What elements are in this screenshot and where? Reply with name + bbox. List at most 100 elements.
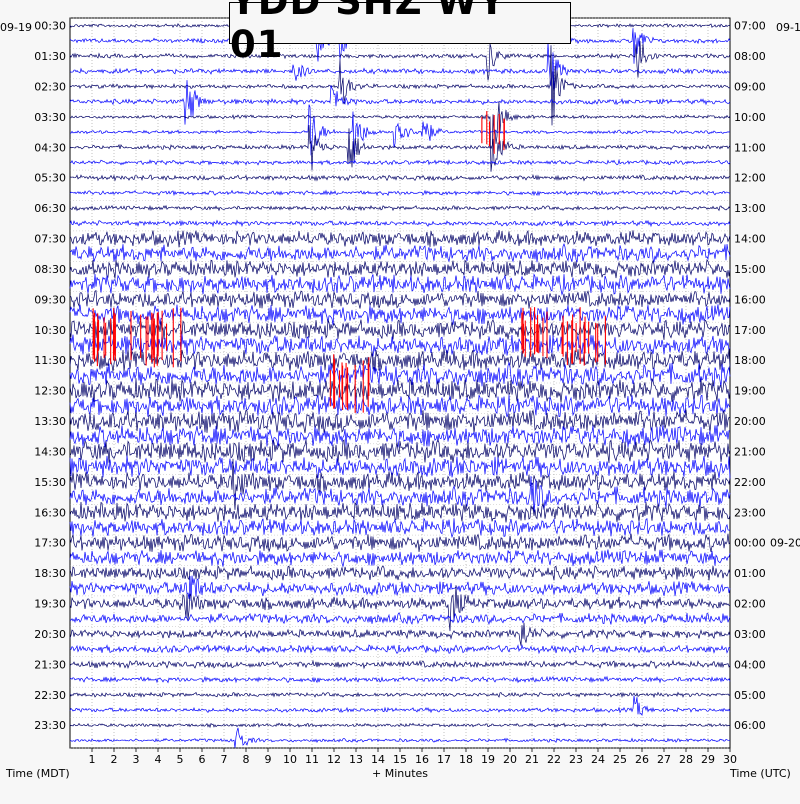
right-time-label: 09:00 — [734, 80, 766, 93]
right-time-label: 18:00 — [734, 354, 766, 367]
trace-row — [69, 304, 731, 326]
left-time-labels: 00:30 01:30 02:30 03:30 04:30 05:30 06:30 07:30… — [34, 20, 66, 733]
x-tick-labels: 1 2 3 4 5 6 7 8 9 10 11 12 13 14 15 16 17 18 19 20 21 22 23 24 2… — [89, 748, 737, 766]
x-tick-label: 6 — [199, 753, 206, 766]
left-time-label: 18:30 — [34, 567, 66, 580]
x-tick-label: 17 — [437, 753, 451, 766]
trace-row — [69, 273, 731, 296]
x-tick-label: 3 — [133, 753, 140, 766]
trace-row — [69, 695, 731, 717]
trace-row — [69, 622, 731, 646]
trace-row — [69, 348, 731, 372]
x-tick-label: 1 — [89, 753, 96, 766]
right-time-label: 10:00 — [734, 111, 766, 124]
x-tick-label: 24 — [591, 753, 605, 766]
trace-row — [69, 727, 731, 748]
left-time-label: 08:30 — [34, 263, 66, 276]
trace-row — [69, 258, 731, 279]
left-time-label: 05:30 — [34, 172, 66, 185]
trace-row — [69, 501, 731, 523]
right-time-label: 08:00 — [734, 50, 766, 63]
chart-title: YDD SHZ WY 01 — [229, 0, 571, 66]
trace-row — [69, 101, 731, 172]
x-tick-label: 7 — [221, 753, 228, 766]
right-time-label: 20:00 — [734, 415, 766, 428]
right-time-label: 03:00 — [734, 628, 766, 641]
x-tick-label: 15 — [393, 753, 407, 766]
trace-row — [69, 691, 731, 699]
clipped-segments — [92, 111, 606, 413]
x-axis-label: + Minutes — [372, 767, 428, 780]
trace-row — [69, 612, 731, 625]
x-tick-label: 20 — [503, 753, 517, 766]
left-time-label: 14:30 — [34, 445, 66, 458]
x-tick-label: 18 — [459, 753, 473, 766]
trace-row — [69, 318, 731, 340]
right-time-label: 11:00 — [734, 141, 766, 154]
x-tick-label: 13 — [349, 753, 363, 766]
right-time-label: 14:00 — [734, 233, 766, 246]
x-tick-label: 28 — [679, 753, 693, 766]
left-time-label: 04:30 — [34, 141, 66, 154]
right-time-label: 19:00 — [734, 385, 766, 398]
x-tick-label: 30 — [723, 753, 737, 766]
x-tick-label: 11 — [305, 753, 319, 766]
trace-row — [69, 361, 731, 389]
x-tick-label: 27 — [657, 753, 671, 766]
trace-row — [69, 458, 731, 510]
trace-row — [69, 517, 731, 539]
left-time-label: 02:30 — [34, 80, 66, 93]
trace-row — [70, 158, 731, 166]
trace-row — [69, 565, 731, 581]
right-time-labels: 07:00 08:00 09:00 10:00 11:00 12:00 13:00 14:00… — [734, 20, 800, 733]
trace-row — [69, 377, 731, 403]
x-tick-label: 4 — [155, 753, 162, 766]
left-time-label: 06:30 — [34, 202, 66, 215]
trace-row — [69, 455, 731, 479]
right-time-label: 12:00 — [734, 172, 766, 185]
trace-row — [69, 243, 731, 263]
left-time-label: 09:30 — [34, 293, 66, 306]
trace-row — [69, 476, 731, 513]
x-tick-label: 21 — [525, 753, 539, 766]
trace-row — [69, 675, 731, 684]
right-time-label: 21:00 — [734, 445, 766, 458]
trace-row — [69, 424, 731, 448]
right-date-label: 09-1 — [776, 21, 800, 34]
x-tick-label: 9 — [265, 753, 272, 766]
right-time-label: 07:00 — [734, 20, 766, 33]
trace-row — [69, 40, 731, 81]
trace-row — [69, 104, 731, 163]
x-tick-label: 2 — [111, 753, 118, 766]
right-time-label: 13:00 — [734, 202, 766, 215]
trace-row — [69, 394, 731, 418]
x-tick-label: 29 — [701, 753, 715, 766]
left-time-label: 15:30 — [34, 476, 66, 489]
trace-row — [69, 533, 731, 552]
trace-row — [69, 409, 731, 434]
left-time-label: 10:30 — [34, 324, 66, 337]
left-time-label: 00:30 — [34, 20, 66, 33]
right-time-label: 22:00 — [734, 476, 766, 489]
left-time-label: 19:30 — [34, 598, 66, 611]
x-tick-label: 8 — [243, 753, 250, 766]
trace-row — [69, 189, 731, 197]
trace-row — [69, 585, 731, 632]
left-time-label: 23:30 — [34, 719, 66, 732]
trace-row — [69, 334, 731, 357]
right-time-label: 06:00 — [734, 719, 766, 732]
trace-row — [69, 722, 731, 729]
trace-row — [69, 575, 731, 601]
trace-row — [69, 290, 731, 309]
x-tick-label: 5 — [177, 753, 184, 766]
x-tick-label: 23 — [569, 753, 583, 766]
right-time-label: 17:00 — [734, 324, 766, 337]
right-time-label: 02:00 — [734, 598, 766, 611]
right-time-label: 16:00 — [734, 293, 766, 306]
left-axis-label: Time (MDT) — [5, 767, 70, 780]
left-time-label: 03:30 — [34, 111, 66, 124]
x-tick-label: 22 — [547, 753, 561, 766]
left-time-label: 01:30 — [34, 50, 66, 63]
left-time-label: 07:30 — [34, 233, 66, 246]
